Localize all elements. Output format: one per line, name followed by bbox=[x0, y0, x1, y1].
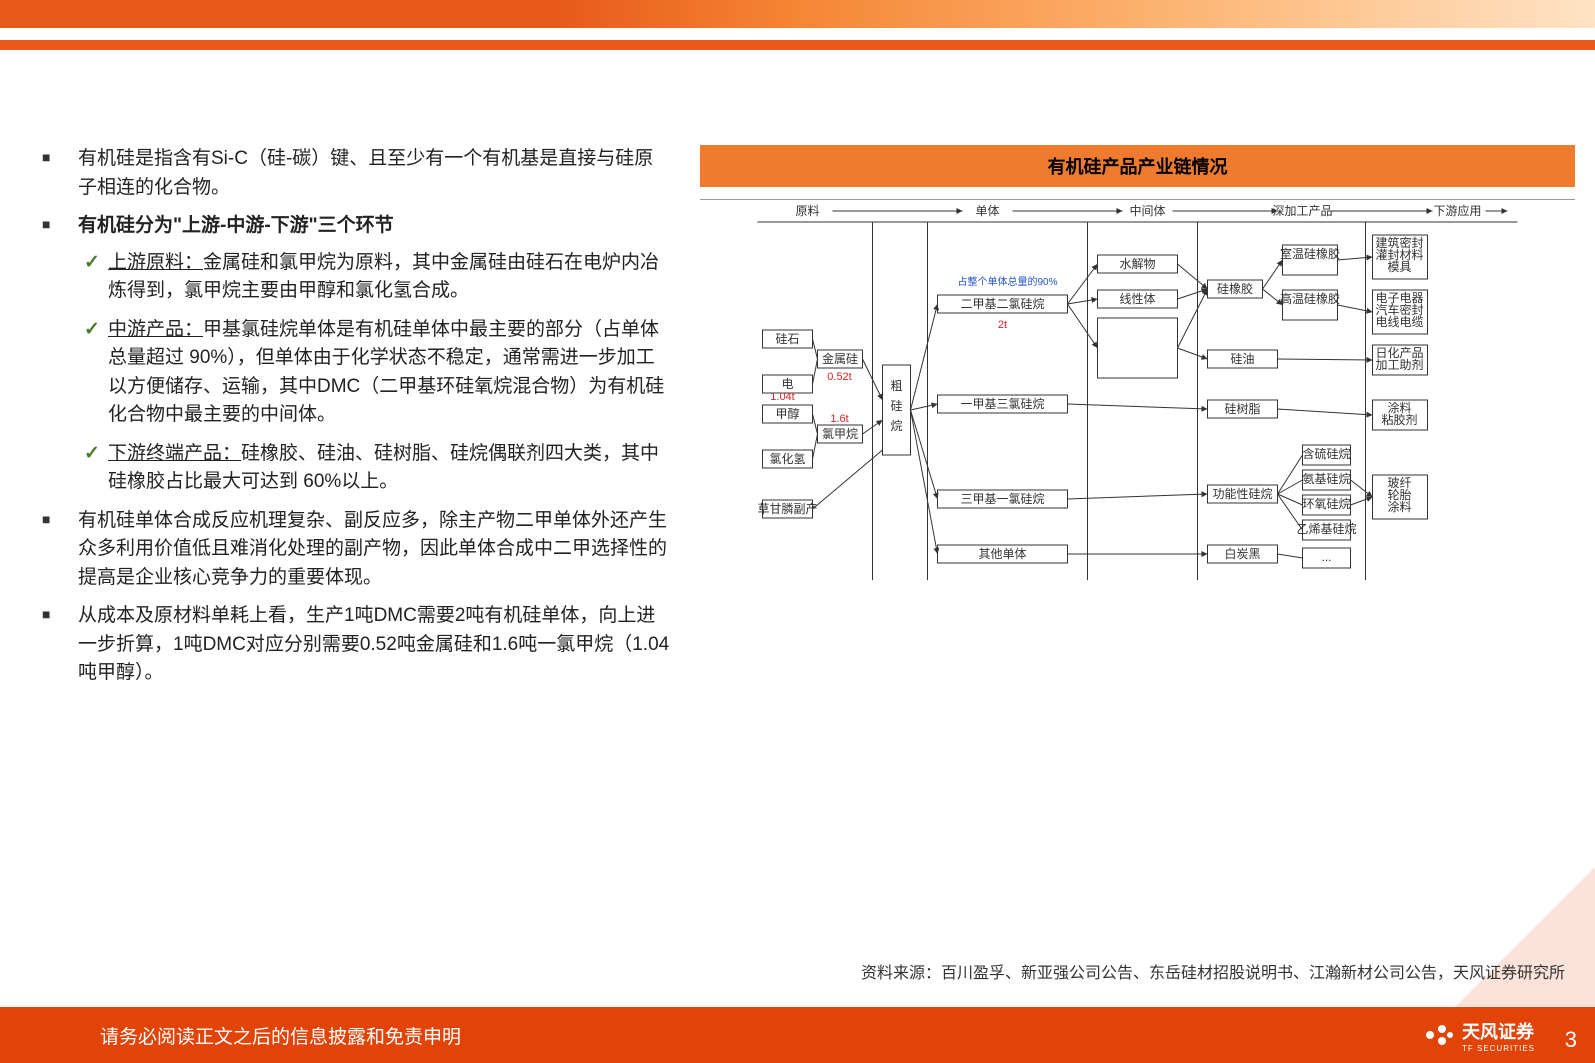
svg-text:加工助剂: 加工助剂 bbox=[1375, 357, 1423, 372]
svg-text:1.6t: 1.6t bbox=[830, 413, 848, 425]
svg-text:二甲基二氯硅烷: 二甲基二氯硅烷 bbox=[960, 297, 1044, 311]
svg-text:粘胶剂: 粘胶剂 bbox=[1381, 412, 1417, 427]
company-logo: 天风证券 TF SECURITIES bbox=[1422, 1018, 1535, 1053]
bullet-item: 从成本及原材料单耗上看，生产1吨DMC需要2吨有机硅单体，向上进一步折算，1吨D… bbox=[30, 602, 670, 688]
svg-text:草甘膦副产: 草甘膦副产 bbox=[757, 501, 817, 516]
svg-text:占整个单体总量的90%: 占整个单体总量的90% bbox=[957, 275, 1057, 288]
svg-text:模具: 模具 bbox=[1387, 260, 1411, 274]
flowchart: 原料 单体 中间体 深加工产品 下游应用硅石电甲醇氯化氢草甘膦副产 金属硅氯甲烷 0.52t… bbox=[700, 199, 1575, 603]
svg-text:原料: 原料 bbox=[795, 204, 819, 218]
svg-text:电: 电 bbox=[781, 377, 793, 391]
svg-text:水解物: 水解物 bbox=[1119, 257, 1155, 271]
svg-text:乙烯基硅烷: 乙烯基硅烷 bbox=[1296, 522, 1356, 536]
svg-text:线性体: 线性体 bbox=[1119, 292, 1155, 306]
svg-text:氯甲烷: 氯甲烷 bbox=[822, 427, 858, 441]
logo-icon bbox=[1422, 1019, 1454, 1051]
page-number: 3 bbox=[1565, 1027, 1577, 1053]
svg-text:氨基硅烷: 氨基硅烷 bbox=[1302, 472, 1350, 486]
svg-text:金属硅: 金属硅 bbox=[822, 351, 858, 366]
svg-text:含硫硅烷: 含硫硅烷 bbox=[1302, 446, 1350, 461]
svg-text:氯化氢: 氯化氢 bbox=[769, 451, 805, 466]
sub-bullet-item: 中游产品：甲基氯硅烷单体是有机硅单体中最主要的部分（占单体总量超过 90%），但… bbox=[78, 316, 670, 430]
svg-text:深加工产品: 深加工产品 bbox=[1272, 204, 1332, 218]
logo-text: 天风证券 bbox=[1462, 1018, 1535, 1044]
text-column: 有机硅是指含有Si-C（硅-碳）键、且至少有一个有机基是直接与硅原子相连的化合物… bbox=[30, 145, 670, 698]
bullet-item: 有机硅分为"上游-中游-下游"三个环节上游原料：金属硅和氯甲烷为原料，其中金属硅… bbox=[30, 212, 670, 497]
svg-text:2t: 2t bbox=[998, 319, 1007, 331]
svg-text:粗: 粗 bbox=[890, 379, 902, 393]
svg-text:环氧硅烷: 环氧硅烷 bbox=[1302, 497, 1350, 511]
svg-text:硅橡胶: 硅橡胶 bbox=[1217, 281, 1253, 296]
svg-text:烷: 烷 bbox=[890, 419, 902, 433]
svg-text:功能性硅烷: 功能性硅烷 bbox=[1212, 487, 1272, 501]
svg-text:其他单体: 其他单体 bbox=[978, 547, 1026, 561]
footer-bar: 请务必阅读正文之后的信息披露和免责申明 天风证券 TF SECURITIES 3 bbox=[0, 1007, 1595, 1063]
source-citation: 资料来源：百川盈孚、新亚强公司公告、东岳硅材招股说明书、江瀚新材公司公告，天风证… bbox=[861, 959, 1565, 983]
svg-text:甲醇: 甲醇 bbox=[775, 406, 799, 421]
header-bars bbox=[0, 0, 1595, 50]
logo-subtext: TF SECURITIES bbox=[1462, 1044, 1535, 1053]
svg-text:电线电缆: 电线电缆 bbox=[1375, 315, 1423, 329]
svg-text:1.04t: 1.04t bbox=[770, 391, 794, 403]
corner-decoration bbox=[1455, 867, 1595, 1007]
svg-text:三甲基一氯硅烷: 三甲基一氯硅烷 bbox=[960, 492, 1044, 506]
svg-text:...: ... bbox=[1321, 550, 1331, 564]
svg-text:0.52t: 0.52t bbox=[827, 371, 851, 383]
svg-text:硅: 硅 bbox=[890, 399, 902, 413]
chart-column: 有机硅产品产业链情况 原料 单体 中间体 深加工产品 下游应用硅石电甲醇氯化氢草甘膦副产… bbox=[700, 145, 1575, 698]
sub-bullet-item: 下游终端产品：硅橡胶、硅油、硅树脂、硅烷偶联剂四大类，其中硅橡胶占比最大可达到 … bbox=[78, 440, 670, 497]
bullet-item: 有机硅是指含有Si-C（硅-碳）键、且至少有一个有机基是直接与硅原子相连的化合物… bbox=[30, 145, 670, 202]
chart-title: 有机硅产品产业链情况 bbox=[700, 145, 1575, 187]
svg-text:中间体: 中间体 bbox=[1129, 203, 1165, 218]
sub-bullet-item: 上游原料：金属硅和氯甲烷为原料，其中金属硅由硅石在电炉内冶炼得到，氯甲烷主要由甲… bbox=[78, 249, 670, 306]
svg-text:硅油: 硅油 bbox=[1230, 352, 1254, 366]
svg-text:一甲基三氯硅烷: 一甲基三氯硅烷 bbox=[960, 397, 1044, 411]
svg-text:单体: 单体 bbox=[975, 204, 999, 218]
svg-text:高温硅橡胶: 高温硅橡胶 bbox=[1280, 291, 1340, 306]
svg-text:硅树脂: 硅树脂 bbox=[1224, 401, 1260, 416]
svg-text:下游应用: 下游应用 bbox=[1433, 203, 1481, 218]
svg-text:室温硅橡胶: 室温硅橡胶 bbox=[1280, 246, 1340, 261]
svg-text:白炭黑: 白炭黑 bbox=[1224, 546, 1260, 561]
svg-text:涂料: 涂料 bbox=[1387, 499, 1411, 514]
bullet-item: 有机硅单体合成反应机理复杂、副反应多，除主产物二甲单体外还产生众多利用价值低且难… bbox=[30, 507, 670, 593]
svg-text:硅石: 硅石 bbox=[775, 332, 799, 346]
disclaimer-text: 请务必阅读正文之后的信息披露和免责申明 bbox=[100, 1022, 461, 1049]
